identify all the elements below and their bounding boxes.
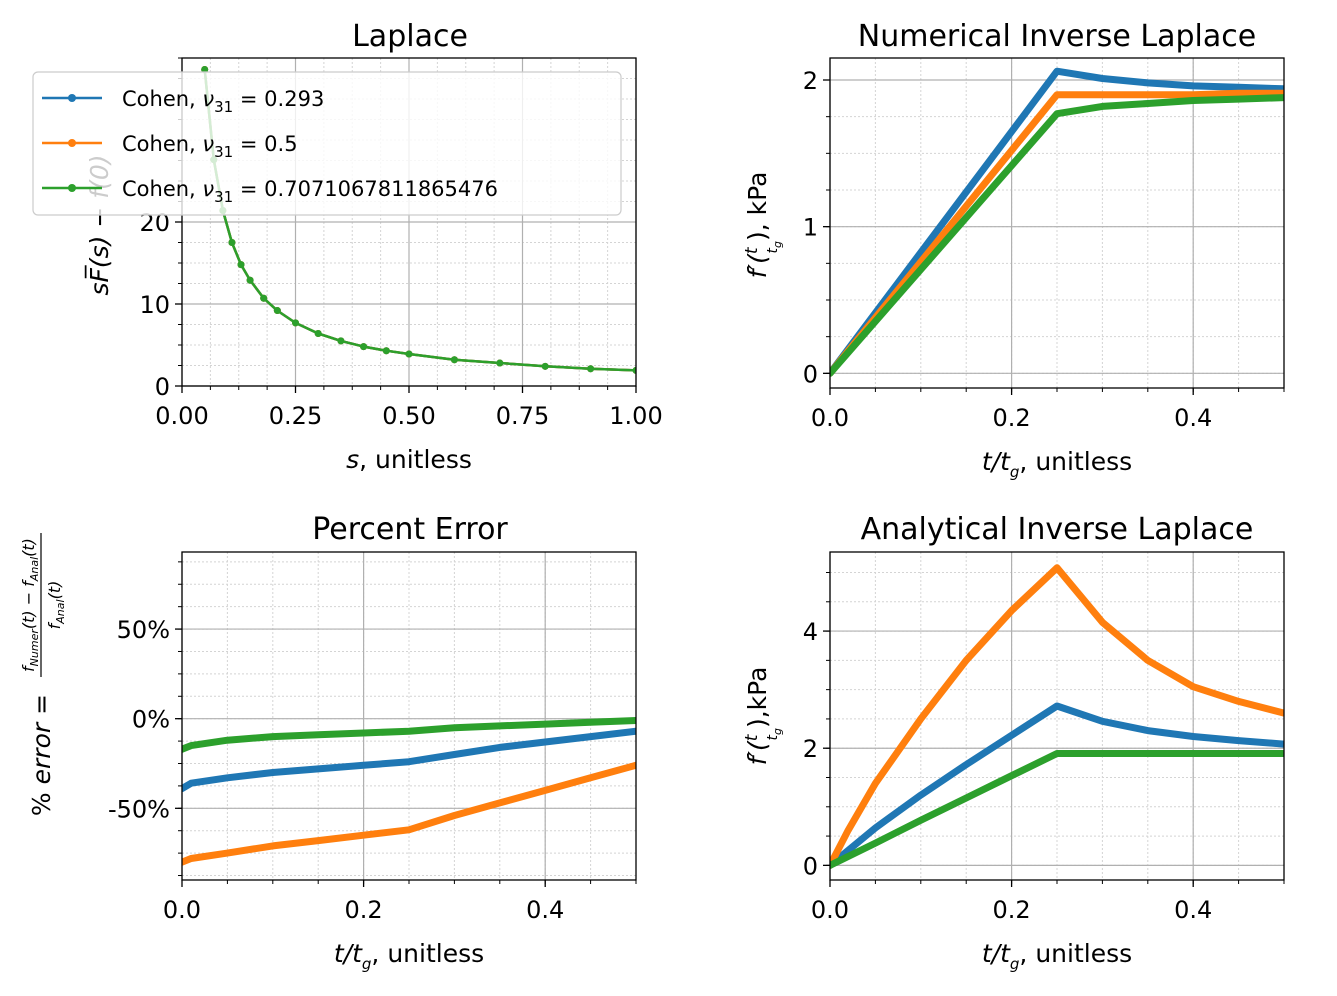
numerical-xlabel: t/tg, unitless — [982, 447, 1132, 481]
series-line-1 — [182, 761, 636, 866]
ytick-label: 0 — [803, 852, 818, 880]
data-point — [541, 362, 549, 370]
numerical-panel: Numerical Inverse Laplace 0.0 0.2 0.4 0 1 2 t… — [742, 19, 1285, 481]
data-point — [496, 359, 504, 367]
svg-text:% error =: % error = — [27, 694, 56, 816]
legend-marker — [68, 94, 76, 102]
analytical-ylabel: f′(t tg),kPa — [742, 667, 784, 766]
data-point — [632, 366, 636, 374]
xtick-label: 0.75 — [496, 402, 549, 430]
legend-marker — [68, 184, 76, 192]
data-point — [246, 276, 254, 284]
svg-text:f′(ttg),kPa: f′(t tg),kPa — [742, 667, 784, 766]
xtick-label: 0.0 — [811, 896, 849, 924]
data-point — [260, 294, 268, 302]
series-line-1 — [830, 564, 1284, 869]
xtick-label: 0.25 — [269, 402, 322, 430]
data-point — [405, 350, 413, 358]
data-point — [587, 365, 595, 373]
data-point — [228, 239, 236, 246]
legend-label: Cohen, ν31 = 0.5 — [122, 132, 298, 161]
ytick-label: 2 — [803, 735, 818, 763]
ytick-label: 0% — [132, 706, 170, 734]
series-line-1 — [830, 89, 1284, 377]
xtick-label: 0.50 — [382, 402, 435, 430]
data-point — [314, 330, 322, 338]
ytick-label: -50% — [108, 795, 170, 823]
laplace-title: Laplace — [352, 19, 468, 54]
series-line-2 — [830, 94, 1284, 377]
ytick-label: 10 — [139, 291, 170, 319]
legend-box — [32, 71, 622, 216]
svg-text:f′(ttg), kPa: f′(t tg), kPa — [742, 172, 784, 279]
data-point — [450, 356, 458, 364]
numerical-ylabel: f′(t tg), kPa — [742, 172, 784, 279]
xtick-label: 0.00 — [155, 402, 208, 430]
ytick-label: 2 — [803, 67, 818, 95]
series-line-0 — [830, 67, 1284, 377]
svg-text:fNumer(t) − fAnal(t): fNumer(t) − fAnal(t) — [19, 538, 41, 672]
ytick-label: 1 — [803, 214, 818, 242]
xtick-label: 0.2 — [993, 404, 1031, 432]
legend-label: Cohen, ν31 = 0.293 — [122, 87, 324, 116]
analytical-title: Analytical Inverse Laplace — [861, 512, 1254, 547]
laplace-legend: Cohen, ν31 = 0.293 Cohen, ν31 = 0.5 Cohen,… — [32, 71, 622, 216]
series-line-2 — [182, 717, 636, 753]
analytical-xlabel: t/tg, unitless — [982, 939, 1132, 973]
legend-label: Cohen, ν31 = 0.7071067811865476 — [122, 177, 498, 206]
data-point — [360, 343, 368, 351]
percent-error-ylabel: % error = fNumer(t) − fAnal(t) fAnal(t) — [19, 533, 67, 816]
svg-text:fAnal(t): fAnal(t) — [45, 581, 67, 630]
ytick-label: 50% — [117, 616, 170, 644]
xtick-label: 0.4 — [1174, 896, 1212, 924]
xtick-label: 0.2 — [993, 896, 1031, 924]
xtick-label: 0.2 — [345, 896, 383, 924]
xtick-label: 1.00 — [609, 402, 662, 430]
data-point — [237, 261, 245, 269]
xtick-label: 0.4 — [526, 896, 564, 924]
percent-error-xlabel: t/tg, unitless — [334, 939, 484, 973]
percent-error-title: Percent Error — [312, 512, 508, 547]
analytical-panel: Analytical Inverse Laplace 0.0 0.2 0.4024 … — [742, 512, 1285, 973]
percent-error-panel: Percent Error 0.0 0.2 0.4 -50% 0% 50% t/tg, u… — [19, 512, 637, 973]
data-point — [201, 65, 209, 73]
ytick-label: 4 — [803, 618, 818, 646]
xtick-label: 0.0 — [811, 404, 849, 432]
series-line-0 — [182, 727, 636, 793]
legend-marker — [68, 139, 76, 147]
ytick-label: 0 — [803, 360, 818, 388]
xtick-label: 0.0 — [163, 896, 201, 924]
series-line-2 — [830, 750, 1284, 869]
numerical-title: Numerical Inverse Laplace — [858, 19, 1256, 54]
ytick-label: 0 — [155, 373, 170, 401]
data-point — [382, 347, 390, 355]
data-point — [292, 319, 299, 327]
series-line-0 — [830, 702, 1284, 869]
laplace-xlabel: s, unitless — [346, 445, 472, 474]
data-point — [273, 307, 281, 315]
data-point — [337, 337, 345, 345]
xtick-label: 0.4 — [1174, 404, 1212, 432]
